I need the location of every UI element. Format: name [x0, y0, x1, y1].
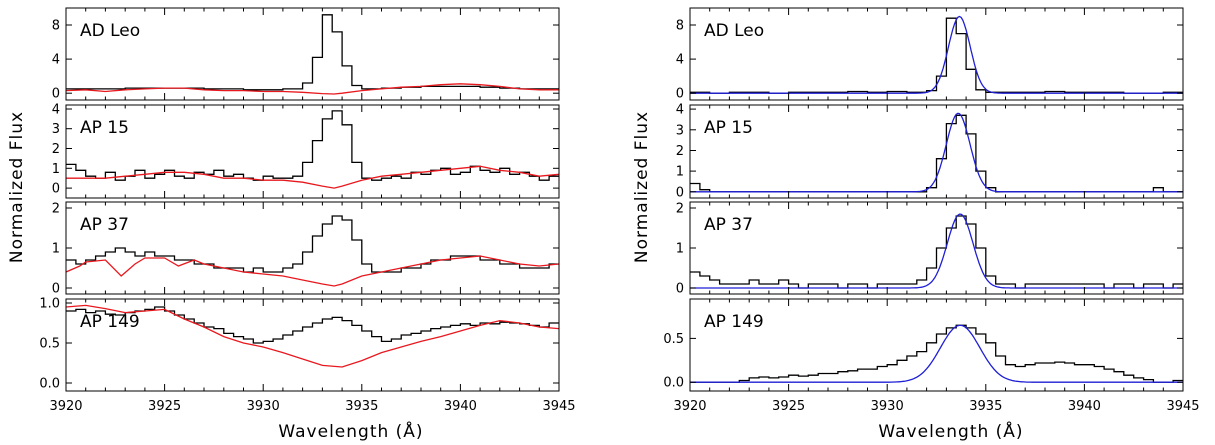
y-tick-label: 4 [52, 53, 60, 68]
gaussian-fit-line [690, 112, 1183, 193]
panel-label: AP 37 [704, 215, 753, 235]
panel-ap-37: 0 1 2 AP 37 [52, 201, 560, 297]
y-tick-label: 0.5 [39, 337, 60, 352]
panel-frame [65, 298, 560, 392]
panel-ap-15: 0 1 2 3 4 AP 15 [52, 103, 560, 199]
x-tick-label: 3940 [1068, 399, 1101, 414]
y-tick-label: 0 [676, 87, 684, 102]
y-tick-label: 1 [676, 242, 684, 257]
y-tick-label: 1 [676, 165, 684, 180]
x-axis-title-left: Wavelength (Å) [278, 420, 423, 442]
histogram-spectrum [690, 324, 1183, 383]
histogram-spectrum [690, 114, 1183, 193]
y-axis-title-right: Normalized Flux [632, 111, 652, 263]
panel-series [690, 213, 1183, 289]
y-tick-label: 2 [52, 142, 60, 157]
panel-series [66, 215, 559, 287]
y-tick-label: 0 [676, 282, 684, 297]
histogram-spectrum [66, 215, 559, 273]
model-line [66, 304, 559, 368]
y-tick-label: 2 [52, 202, 60, 217]
panel-series [66, 304, 559, 368]
y-tick-label: 0.0 [663, 376, 684, 391]
y-tick-label: 3 [676, 123, 684, 138]
x-tick-label: 3925 [148, 399, 181, 414]
y-tick-label: 1 [52, 162, 60, 177]
histogram-spectrum [66, 110, 559, 181]
x-tick-label: 3935 [345, 399, 378, 414]
panel-label: AP 149 [704, 312, 764, 332]
gaussian-fit-line [690, 15, 1183, 94]
panel-frame [689, 298, 1184, 392]
x-tick-label: 3920 [673, 399, 706, 414]
panel-ap-149: 0.0 0.5 1.0 AP 149 3920 3925 3930 3935 3940 3945 [39, 297, 575, 415]
panel-ap-37: 0 1 2 AP 37 [676, 201, 1184, 297]
panel-frame [689, 104, 1184, 199]
gaussian-fit-line [690, 324, 1183, 383]
x-tick-label: 3945 [1166, 399, 1199, 414]
panel-label: AD Leo [704, 21, 764, 41]
panel-series [66, 14, 559, 95]
x-tick-label: 3920 [49, 399, 82, 414]
y-tick-label: 0 [52, 87, 60, 102]
y-tick-label: 0.0 [39, 377, 60, 392]
panel-series [690, 15, 1183, 94]
histogram-spectrum [690, 215, 1183, 289]
histogram-spectrum [66, 306, 559, 344]
x-tick-label: 3945 [542, 399, 575, 414]
y-tick-label: 0 [52, 182, 60, 197]
x-tick-label: 3925 [772, 399, 805, 414]
histogram-spectrum [66, 14, 559, 91]
panel-label: AP 15 [80, 118, 129, 138]
panel-series [690, 324, 1183, 383]
model-line [66, 165, 559, 189]
y-tick-label: 4 [52, 103, 60, 118]
panel-ap-149: 0.0 0.5 AP 149 3920 3925 3930 3935 3940 3945 [663, 298, 1200, 414]
y-tick-label: 0.5 [663, 332, 684, 347]
gaussian-fit-line [690, 213, 1183, 289]
x-tick-label: 3935 [969, 399, 1002, 414]
panel-frame [65, 7, 560, 101]
panel-label: AP 37 [80, 215, 129, 235]
panel-frame [689, 7, 1184, 101]
y-tick-label: 4 [676, 103, 684, 118]
y-axis-title-left: Normalized Flux [7, 111, 27, 263]
model-line [66, 255, 559, 287]
panel-series [690, 112, 1183, 193]
y-tick-label: 4 [676, 53, 684, 68]
panel-label: AP 149 [80, 312, 140, 332]
panel-ad-leo: 0 4 8 AD Leo [52, 7, 560, 102]
panel-ap-15: 0 1 2 3 4 AP 15 [676, 103, 1184, 200]
y-tick-label: 1.0 [39, 297, 60, 312]
panel-label: AD Leo [80, 21, 140, 41]
x-tick-label: 3940 [444, 399, 477, 414]
y-tick-label: 1 [52, 242, 60, 257]
x-axis-title-right: Wavelength (Å) [878, 420, 1023, 442]
panel-series [66, 110, 559, 189]
x-tick-label: 3930 [871, 399, 904, 414]
y-tick-label: 8 [52, 19, 60, 34]
y-tick-label: 0 [676, 185, 684, 200]
panel-frame [65, 104, 560, 199]
model-line [66, 83, 559, 95]
y-tick-label: 3 [52, 122, 60, 137]
x-tick-label: 3930 [247, 399, 280, 414]
y-tick-label: 2 [676, 202, 684, 217]
y-tick-label: 2 [676, 144, 684, 159]
y-tick-label: 8 [676, 19, 684, 34]
panel-ad-leo: 0 4 8 AD Leo [676, 7, 1184, 102]
y-tick-label: 0 [52, 282, 60, 297]
panel-label: AP 15 [704, 118, 753, 138]
